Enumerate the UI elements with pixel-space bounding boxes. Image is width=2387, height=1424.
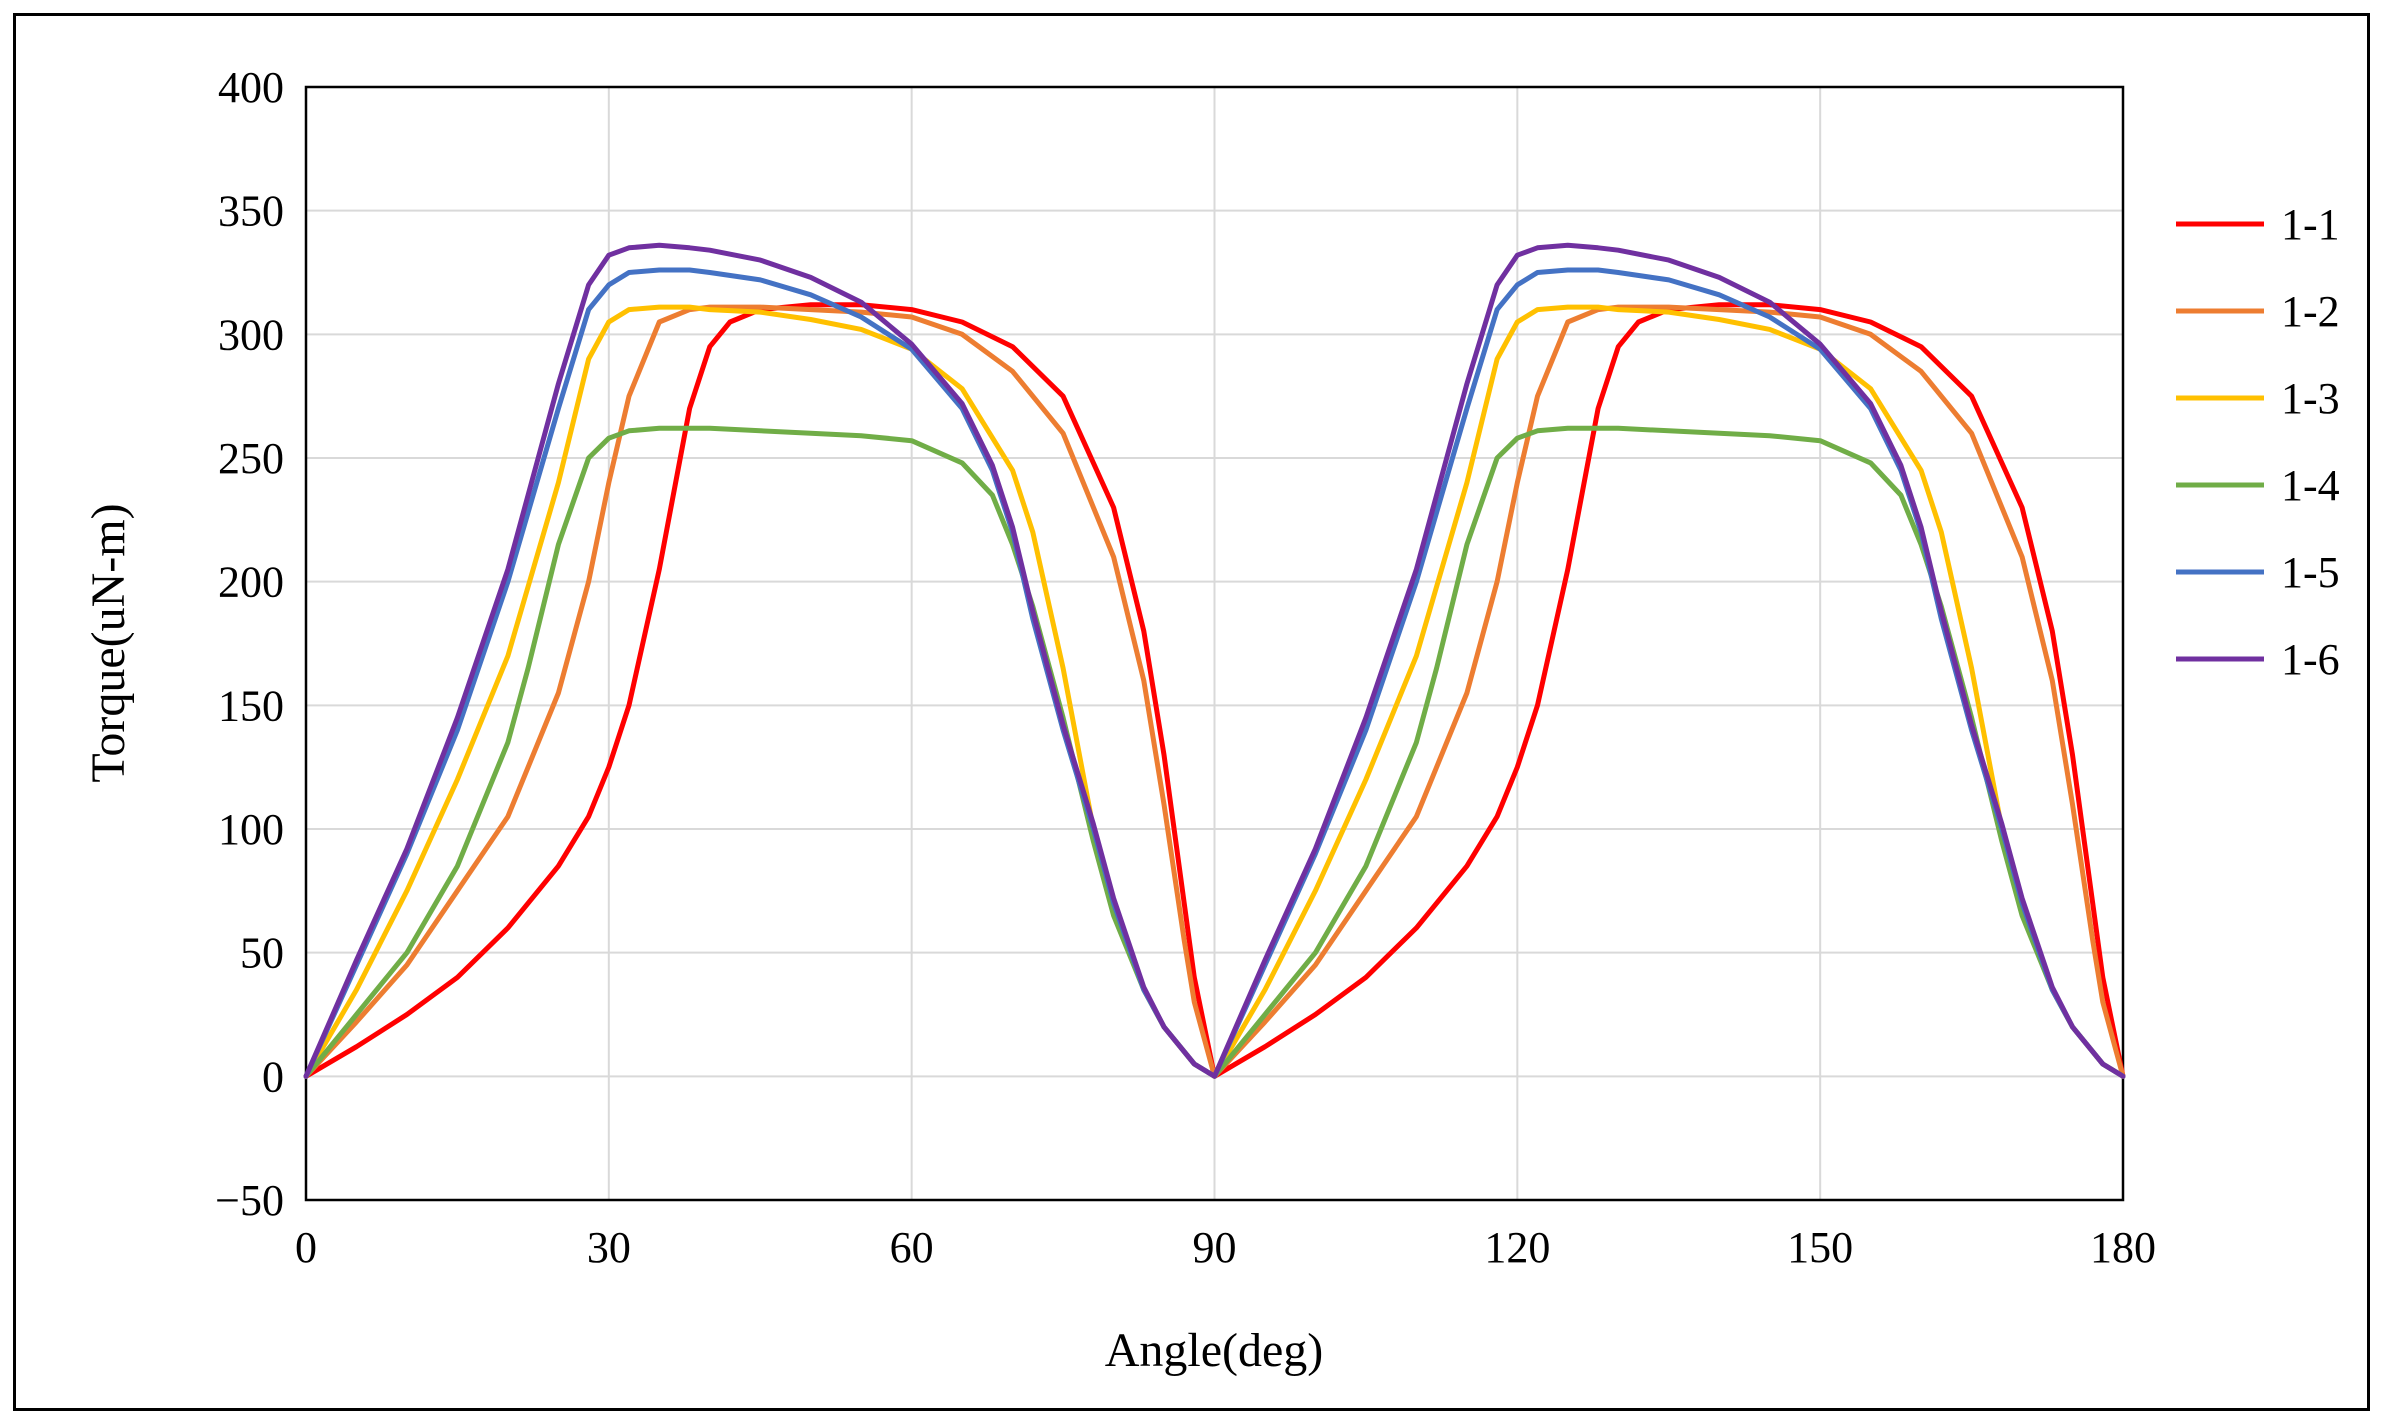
grid-lines [306, 87, 2123, 1200]
series-line-1-6 [303, 242, 2126, 1079]
chart-frame: −50 0 50 100 150 200 250 300 350 400 0 30 60 90 120 150… [13, 13, 2370, 1411]
x-tick-label: 60 [890, 1223, 934, 1272]
y-tick-label: 350 [218, 187, 284, 236]
x-tick-label: 150 [1787, 1223, 1853, 1272]
y-tick-label: 300 [218, 310, 284, 359]
plot-area [304, 85, 2125, 1202]
y-tick-label: 150 [218, 681, 284, 730]
series-lines [303, 242, 2126, 1079]
y-axis-title: Torque(uN-m) [82, 503, 135, 782]
legend-label-1-6: 1-6 [2281, 635, 2340, 684]
x-axis-title: Angle(deg) [1105, 1324, 1324, 1377]
y-tick-label: 0 [262, 1052, 284, 1101]
legend-label-1-1: 1-1 [2281, 200, 2340, 249]
legend: 1-1 1-2 1-3 1-4 1-5 1-6 [2176, 200, 2340, 684]
legend-label-1-3: 1-3 [2281, 374, 2340, 423]
y-tick-label: 250 [218, 434, 284, 483]
x-tick-label: 30 [587, 1223, 631, 1272]
y-tick-label: 100 [218, 805, 284, 854]
legend-label-1-2: 1-2 [2281, 287, 2340, 336]
legend-label-1-5: 1-5 [2281, 548, 2340, 597]
x-tick-label: 0 [295, 1223, 317, 1272]
y-tick-label: 400 [218, 63, 284, 112]
x-tick-label: 180 [2090, 1223, 2156, 1272]
legend-label-1-4: 1-4 [2281, 461, 2340, 510]
x-tick-label: 90 [1193, 1223, 1237, 1272]
y-tick-label: 50 [240, 929, 284, 978]
x-tick-label: 120 [1484, 1223, 1550, 1272]
y-tick-label: −50 [215, 1176, 284, 1225]
y-tick-label: 200 [218, 558, 284, 607]
